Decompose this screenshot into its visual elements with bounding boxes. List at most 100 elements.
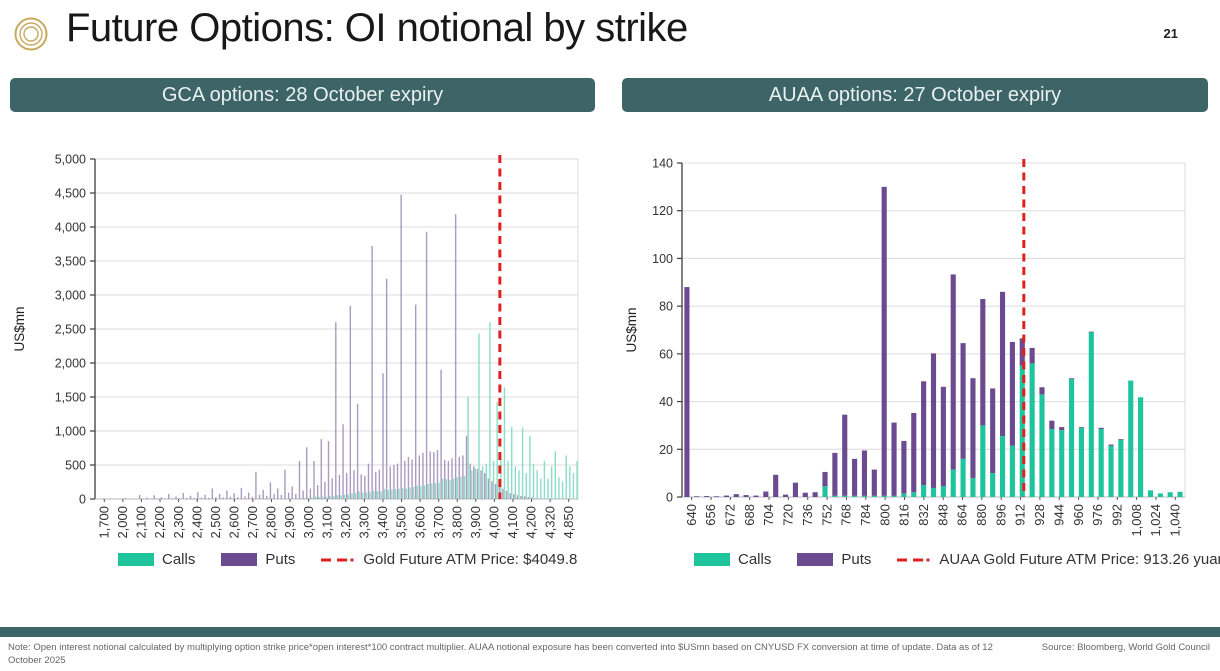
- puts-bar: [229, 496, 232, 499]
- calls-bar: [471, 470, 473, 499]
- svg-text:3,800: 3,800: [449, 506, 464, 539]
- calls-bar: [940, 486, 946, 497]
- puts-bar: [704, 496, 710, 497]
- footer-accent-bar: [0, 627, 1220, 637]
- puts-bar: [247, 492, 250, 499]
- svg-text:880: 880: [974, 504, 989, 526]
- puts-bar: [970, 378, 976, 478]
- svg-text:500: 500: [65, 459, 86, 473]
- puts-bar: [258, 494, 261, 499]
- svg-text:3,100: 3,100: [319, 506, 334, 539]
- puts-bar: [222, 497, 224, 499]
- calls-bar: [1069, 378, 1075, 497]
- svg-text:640: 640: [684, 504, 699, 526]
- puts-bar: [349, 305, 352, 499]
- calls-bar: [373, 490, 375, 499]
- svg-text:720: 720: [781, 504, 796, 526]
- puts-bar: [684, 287, 690, 497]
- calls-bar: [543, 460, 546, 499]
- calls-bar: [376, 491, 379, 499]
- puts-bar: [509, 492, 511, 499]
- calls-bar: [394, 489, 397, 499]
- auaa-chart-legend: Calls Puts AUAA Gold Future ATM Price: 9…: [694, 551, 1220, 568]
- puts-bar: [773, 474, 779, 497]
- puts-bar: [400, 194, 402, 499]
- calls-bar: [391, 489, 393, 499]
- svg-text:2,400: 2,400: [189, 506, 204, 539]
- puts-bar: [422, 452, 424, 499]
- calls-bar: [409, 487, 411, 499]
- svg-text:100: 100: [652, 252, 673, 266]
- puts-bar: [516, 495, 519, 499]
- calls-bar: [521, 427, 524, 499]
- svg-text:2,300: 2,300: [171, 506, 186, 539]
- puts-bar: [1009, 341, 1015, 446]
- calls-bar: [511, 426, 513, 499]
- puts-bar: [255, 471, 257, 499]
- puts-bar: [266, 495, 268, 499]
- puts-bar: [197, 492, 199, 499]
- puts-bar: [743, 495, 749, 497]
- puts-bar: [418, 455, 421, 499]
- puts-bar: [164, 498, 166, 499]
- calls-bar: [550, 466, 553, 499]
- puts-bar: [186, 497, 188, 499]
- legend-item-calls: Calls: [118, 551, 195, 568]
- calls-bar: [405, 488, 408, 499]
- svg-text:1,024: 1,024: [1148, 504, 1163, 537]
- puts-bar: [782, 494, 789, 497]
- puts-bar: [852, 458, 858, 496]
- svg-text:120: 120: [652, 204, 673, 218]
- puts-bar: [447, 460, 450, 499]
- puts-bar: [207, 497, 210, 499]
- svg-text:752: 752: [819, 504, 834, 526]
- puts-bar: [429, 451, 431, 499]
- red-dash-icon: [897, 557, 930, 562]
- puts-bar: [146, 497, 148, 499]
- legend-item-puts: Puts: [221, 551, 295, 568]
- calls-bar: [427, 484, 429, 499]
- puts-bar: [284, 469, 286, 499]
- calls-bar: [561, 481, 564, 499]
- svg-text:944: 944: [1051, 504, 1066, 526]
- puts-bar: [142, 498, 145, 499]
- svg-text:1,700: 1,700: [96, 506, 111, 539]
- calls-bar: [861, 495, 868, 497]
- puts-bar: [244, 496, 246, 499]
- puts-bar: [276, 488, 279, 499]
- svg-text:960: 960: [1071, 504, 1086, 526]
- svg-text:2,600: 2,600: [226, 506, 241, 539]
- puts-bar: [291, 486, 293, 499]
- footer-source: Source: Bloomberg, World Gold Council: [1041, 642, 1210, 653]
- legend-item-atm: AUAA Gold Future ATM Price: 913.26 yuan/…: [897, 551, 1220, 568]
- puts-bar: [1059, 427, 1065, 431]
- svg-text:2,000: 2,000: [115, 506, 130, 539]
- puts-bar: [440, 369, 442, 499]
- puts-bar: [124, 498, 126, 499]
- puts-bar: [280, 495, 283, 499]
- calls-bar: [318, 497, 320, 499]
- chart-canvas: 05001,0001,5002,0002,5003,0003,5004,0004…: [12, 153, 579, 539]
- svg-text:992: 992: [1109, 504, 1124, 526]
- calls-bar: [1049, 429, 1055, 497]
- puts-bar: [371, 246, 373, 499]
- puts-bar: [861, 450, 868, 496]
- calls-bar: [438, 482, 440, 499]
- calls-bar: [314, 496, 317, 499]
- puts-bar: [940, 386, 946, 487]
- calls-bar: [980, 425, 986, 497]
- puts-bar: [226, 490, 228, 499]
- calls-bar: [416, 485, 418, 499]
- svg-text:4,200: 4,200: [524, 506, 539, 539]
- calls-bar: [423, 485, 426, 499]
- puts-bar: [436, 450, 439, 499]
- calls-bar: [398, 488, 400, 499]
- calls-bar: [1108, 445, 1114, 497]
- calls-swatch-icon: [118, 553, 154, 566]
- svg-text:3,400: 3,400: [375, 506, 390, 539]
- puts-bar: [360, 474, 362, 499]
- section-header-gca-label: GCA options: 28 October expiry: [161, 83, 444, 106]
- puts-bar: [1118, 439, 1124, 440]
- puts-bar: [327, 441, 330, 499]
- puts-bar: [324, 481, 326, 499]
